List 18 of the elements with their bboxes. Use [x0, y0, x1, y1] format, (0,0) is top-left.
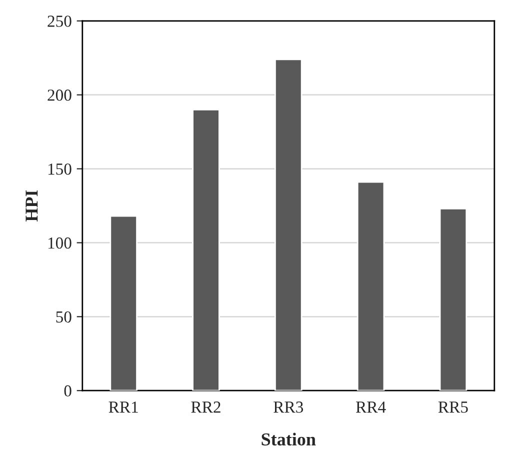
bar: [439, 208, 468, 391]
bar: [110, 215, 138, 391]
y-tick-label: 100: [48, 237, 72, 249]
y-axis-title: HPI: [26, 190, 38, 222]
y-tick-label: 150: [48, 163, 72, 175]
bar: [274, 58, 302, 391]
x-tick-label: RR3: [274, 402, 304, 413]
y-tick-label: 200: [48, 90, 72, 101]
bar: [356, 181, 385, 391]
y-tick-label: 50: [56, 311, 72, 323]
x-tick-label: RR5: [438, 402, 468, 413]
x-axis-title: Station: [262, 432, 316, 446]
x-tick-label: RR2: [191, 402, 220, 413]
y-tick-label: 0: [64, 385, 72, 397]
y-tick-label: 250: [48, 16, 72, 27]
x-tick-label: RR1: [108, 402, 138, 413]
x-tick-label: RR4: [356, 402, 386, 413]
bar: [192, 108, 220, 391]
